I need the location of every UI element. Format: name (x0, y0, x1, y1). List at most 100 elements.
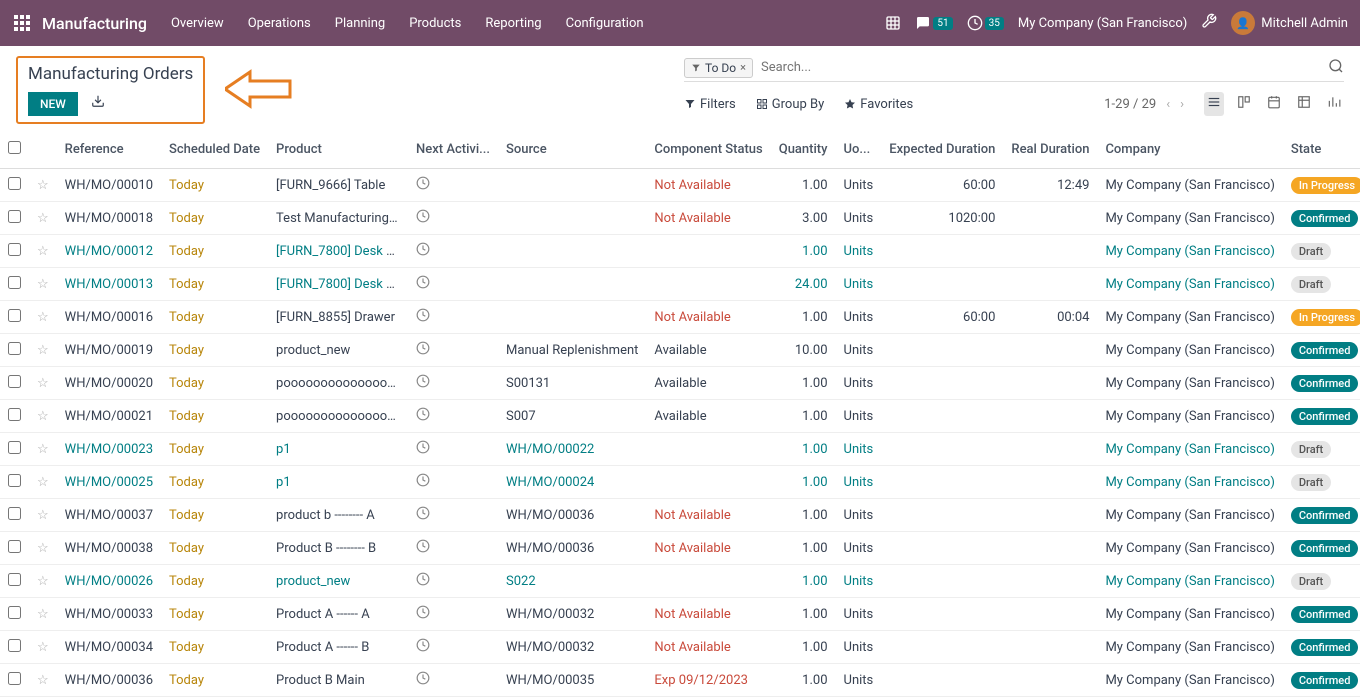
cell-reference[interactable]: WH/MO/00012 (65, 244, 153, 259)
table-row[interactable]: ☆ WH/MO/00025 Today p1 WH/MO/00024 1.00 … (0, 466, 1360, 499)
new-button[interactable]: NEW (28, 92, 78, 116)
select-all-checkbox[interactable] (8, 141, 21, 154)
cell-product[interactable]: [FURN_7800] Desk Combination (276, 244, 408, 259)
cell-reference[interactable]: WH/MO/00034 (65, 640, 153, 655)
cell-reference[interactable]: WH/MO/00036 (65, 673, 153, 688)
cell-product[interactable]: product_new (276, 574, 350, 589)
star-icon[interactable]: ☆ (29, 433, 57, 466)
cell-product[interactable]: [FURN_7800] Desk Combination (276, 277, 408, 292)
row-checkbox[interactable] (8, 408, 21, 421)
table-row[interactable]: ☆ WH/MO/00036 Today Product B Main WH/MO… (0, 664, 1360, 697)
col-product[interactable]: Product (268, 130, 408, 169)
row-checkbox[interactable] (8, 210, 21, 223)
table-row[interactable]: ☆ WH/MO/00033 Today Product A ------ A W… (0, 598, 1360, 631)
clock-icon[interactable] (416, 674, 430, 689)
clock-icon[interactable] (416, 245, 430, 260)
cell-reference[interactable]: WH/MO/00038 (65, 541, 153, 556)
cell-product[interactable]: product b -------- A (276, 508, 375, 523)
star-icon[interactable]: ☆ (29, 235, 57, 268)
star-icon[interactable]: ☆ (29, 565, 57, 598)
row-checkbox[interactable] (8, 540, 21, 553)
cell-product[interactable]: pooooooooooooooooo (276, 409, 408, 424)
spreadsheet-icon[interactable] (885, 15, 901, 31)
cell-reference[interactable]: WH/MO/00037 (65, 508, 153, 523)
star-icon[interactable]: ☆ (29, 466, 57, 499)
menu-reporting[interactable]: Reporting (485, 16, 541, 31)
groupby-button[interactable]: Group By (756, 97, 825, 112)
graph-view-icon[interactable] (1324, 92, 1344, 116)
row-checkbox[interactable] (8, 507, 21, 520)
messages-icon[interactable]: 51 (915, 15, 952, 31)
row-checkbox[interactable] (8, 441, 21, 454)
favorites-button[interactable]: Favorites (844, 97, 913, 112)
col-next-activity[interactable]: Next Activi... (408, 130, 498, 169)
star-icon[interactable]: ☆ (29, 268, 57, 301)
star-icon[interactable]: ☆ (29, 202, 57, 235)
row-checkbox[interactable] (8, 672, 21, 685)
col-uom[interactable]: Uo... (836, 130, 882, 169)
apps-icon[interactable] (12, 13, 32, 33)
pager-next-icon[interactable]: › (1180, 97, 1184, 112)
cell-product[interactable]: [FURN_9666] Table (276, 178, 385, 193)
cell-reference[interactable]: WH/MO/00020 (65, 376, 153, 391)
table-row[interactable]: ☆ WH/MO/00013 Today [FURN_7800] Desk Com… (0, 268, 1360, 301)
cell-reference[interactable]: WH/MO/00026 (65, 574, 153, 589)
row-checkbox[interactable] (8, 474, 21, 487)
row-checkbox[interactable] (8, 375, 21, 388)
col-scheduled[interactable]: Scheduled Date (161, 130, 268, 169)
clock-icon[interactable] (416, 410, 430, 425)
row-checkbox[interactable] (8, 606, 21, 619)
cell-product[interactable]: pooooooooooooooooo (276, 376, 408, 391)
search-input[interactable] (753, 56, 1328, 79)
table-row[interactable]: ☆ WH/MO/00023 Today p1 WH/MO/00022 1.00 … (0, 433, 1360, 466)
col-company[interactable]: Company (1097, 130, 1282, 169)
company-selector[interactable]: My Company (San Francisco) (1018, 16, 1187, 31)
cell-reference[interactable]: WH/MO/00033 (65, 607, 153, 622)
cell-reference[interactable]: WH/MO/00021 (65, 409, 153, 424)
cell-product[interactable]: Product B Main (276, 673, 365, 688)
clock-icon[interactable] (416, 311, 430, 326)
cell-product[interactable]: [FURN_8855] Drawer (276, 310, 395, 325)
star-icon[interactable]: ☆ (29, 400, 57, 433)
star-icon[interactable]: ☆ (29, 301, 57, 334)
menu-configuration[interactable]: Configuration (566, 16, 644, 31)
cell-product[interactable]: Product B -------- B (276, 541, 376, 556)
menu-products[interactable]: Products (409, 16, 461, 31)
clock-icon[interactable] (416, 509, 430, 524)
clock-icon[interactable] (416, 377, 430, 392)
star-icon[interactable]: ☆ (29, 631, 57, 664)
cell-product[interactable]: Test Manufacturing Product (276, 211, 408, 226)
row-checkbox[interactable] (8, 639, 21, 652)
row-checkbox[interactable] (8, 243, 21, 256)
cell-product[interactable]: product_new (276, 343, 350, 358)
col-real[interactable]: Real Duration (1003, 130, 1097, 169)
col-quantity[interactable]: Quantity (771, 130, 836, 169)
row-checkbox[interactable] (8, 309, 21, 322)
filters-button[interactable]: Filters (684, 97, 736, 112)
star-icon[interactable]: ☆ (29, 664, 57, 697)
calendar-view-icon[interactable] (1264, 92, 1284, 116)
chip-close-icon[interactable]: × (740, 61, 746, 74)
cell-reference[interactable]: WH/MO/00023 (65, 442, 153, 457)
module-name[interactable]: Manufacturing (42, 14, 147, 33)
table-row[interactable]: ☆ WH/MO/00021 Today pooooooooooooooooo S… (0, 400, 1360, 433)
star-icon[interactable]: ☆ (29, 598, 57, 631)
search-icon[interactable] (1328, 58, 1344, 78)
cell-product[interactable]: Product A ------ B (276, 640, 369, 655)
tools-icon[interactable] (1201, 13, 1217, 33)
download-icon[interactable] (91, 97, 105, 112)
user-menu[interactable]: 👤 Mitchell Admin (1231, 11, 1348, 35)
table-row[interactable]: ☆ WH/MO/00020 Today pooooooooooooooooo S… (0, 367, 1360, 400)
cell-reference[interactable]: WH/MO/00019 (65, 343, 153, 358)
clock-icon[interactable] (416, 443, 430, 458)
star-icon[interactable]: ☆ (29, 499, 57, 532)
clock-icon[interactable] (416, 575, 430, 590)
table-row[interactable]: ☆ WH/MO/00012 Today [FURN_7800] Desk Com… (0, 235, 1360, 268)
clock-icon[interactable] (416, 278, 430, 293)
clock-icon[interactable] (416, 542, 430, 557)
row-checkbox[interactable] (8, 177, 21, 190)
search-chip-todo[interactable]: To Do × (684, 58, 753, 78)
cell-reference[interactable]: WH/MO/00016 (65, 310, 153, 325)
activities-icon[interactable]: 35 (967, 15, 1004, 31)
col-component-status[interactable]: Component Status (646, 130, 770, 169)
